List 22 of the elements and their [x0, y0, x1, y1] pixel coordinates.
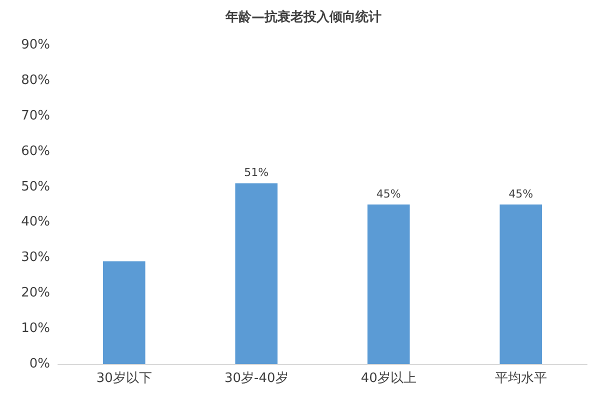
y-tick-label: 70% — [21, 108, 50, 124]
data-label: 45% — [376, 188, 401, 200]
y-tick-label: 50% — [21, 179, 50, 194]
y-tick-label: 60% — [21, 144, 50, 159]
bar — [102, 261, 146, 364]
y-tick-label: 20% — [21, 286, 50, 301]
x-tick-label: 30岁-40岁 — [224, 371, 288, 386]
chart-title: 年龄—抗衰老投入倾向统计 — [224, 9, 382, 25]
y-tick-label: 10% — [21, 321, 50, 336]
data-label: 51% — [244, 166, 269, 180]
y-tick-label: 0% — [29, 356, 50, 372]
bar — [500, 204, 542, 364]
y-tick-label: 30% — [21, 250, 50, 266]
y-tick-label: 90% — [21, 38, 50, 52]
y-tick-label: 80% — [21, 72, 50, 88]
y-tick-label: 40% — [21, 214, 50, 230]
bar — [367, 204, 410, 364]
x-tick-label: 平均水平 — [494, 371, 547, 386]
data-label: 45% — [508, 188, 534, 200]
bar — [235, 183, 278, 364]
x-tick-label: 40岁以上 — [360, 371, 416, 386]
x-tick-label: 30岁以下 — [96, 371, 152, 386]
